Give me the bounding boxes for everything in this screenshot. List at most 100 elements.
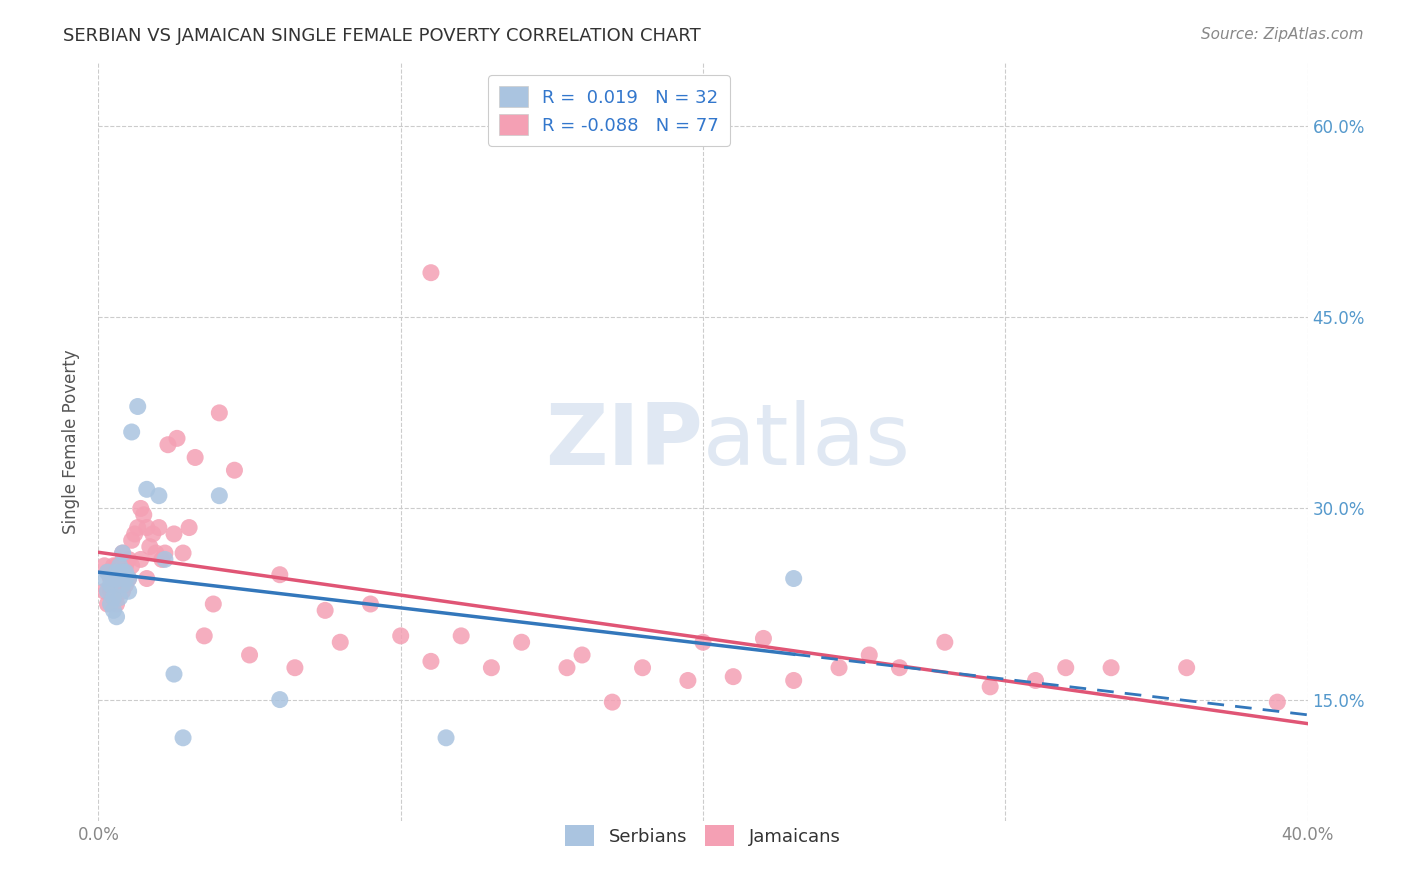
Point bbox=[481, 661, 503, 675]
Point bbox=[631, 661, 654, 675]
Point bbox=[105, 558, 128, 573]
Point bbox=[979, 680, 1001, 694]
Point bbox=[172, 731, 194, 745]
Point bbox=[360, 597, 382, 611]
Text: Source: ZipAtlas.com: Source: ZipAtlas.com bbox=[1201, 27, 1364, 42]
Point bbox=[96, 597, 118, 611]
Point bbox=[103, 572, 125, 586]
Point bbox=[269, 692, 291, 706]
Y-axis label: Single Female Poverty: Single Female Poverty bbox=[62, 350, 80, 533]
Point bbox=[108, 578, 131, 592]
Point bbox=[555, 661, 578, 675]
Point bbox=[676, 673, 699, 688]
Point bbox=[111, 584, 134, 599]
Text: atlas: atlas bbox=[703, 400, 911, 483]
Point bbox=[692, 635, 714, 649]
Point bbox=[132, 508, 155, 522]
Point bbox=[142, 527, 165, 541]
Point bbox=[828, 661, 851, 675]
Point bbox=[103, 603, 125, 617]
Point bbox=[127, 520, 149, 534]
Point bbox=[105, 572, 128, 586]
Point bbox=[153, 552, 176, 566]
Point bbox=[96, 565, 118, 579]
Point bbox=[111, 565, 134, 579]
Point bbox=[420, 266, 443, 280]
Point bbox=[752, 632, 775, 646]
Point bbox=[389, 629, 412, 643]
Point bbox=[1267, 695, 1289, 709]
Point bbox=[118, 584, 141, 599]
Point bbox=[105, 609, 128, 624]
Point bbox=[121, 533, 143, 548]
Point bbox=[150, 552, 173, 566]
Text: ZIP: ZIP bbox=[546, 400, 703, 483]
Point bbox=[420, 654, 443, 668]
Text: SERBIAN VS JAMAICAN SINGLE FEMALE POVERTY CORRELATION CHART: SERBIAN VS JAMAICAN SINGLE FEMALE POVERT… bbox=[63, 27, 702, 45]
Point bbox=[124, 527, 146, 541]
Point bbox=[153, 546, 176, 560]
Point bbox=[105, 597, 128, 611]
Point bbox=[135, 520, 157, 534]
Point bbox=[100, 572, 122, 586]
Point bbox=[108, 572, 131, 586]
Point bbox=[602, 695, 624, 709]
Point bbox=[100, 578, 122, 592]
Point bbox=[239, 648, 262, 662]
Point bbox=[208, 489, 231, 503]
Point bbox=[202, 597, 225, 611]
Point bbox=[163, 527, 186, 541]
Point bbox=[148, 520, 170, 534]
Point bbox=[103, 591, 125, 605]
Point bbox=[96, 565, 118, 579]
Point bbox=[111, 546, 134, 560]
Point bbox=[111, 565, 134, 579]
Point bbox=[1099, 661, 1122, 675]
Point bbox=[166, 431, 188, 445]
Point bbox=[284, 661, 307, 675]
Point bbox=[1024, 673, 1046, 688]
Point bbox=[329, 635, 352, 649]
Point bbox=[783, 673, 806, 688]
Point bbox=[172, 546, 194, 560]
Point bbox=[723, 670, 745, 684]
Point bbox=[148, 489, 170, 503]
Point bbox=[1054, 661, 1077, 675]
Point bbox=[889, 661, 911, 675]
Point bbox=[105, 578, 128, 592]
Point bbox=[108, 558, 131, 573]
Point bbox=[100, 597, 122, 611]
Point bbox=[139, 540, 162, 554]
Point bbox=[118, 572, 141, 586]
Point bbox=[184, 450, 207, 465]
Point bbox=[103, 572, 125, 586]
Point bbox=[129, 552, 152, 566]
Point bbox=[156, 438, 179, 452]
Point bbox=[111, 578, 134, 592]
Point bbox=[135, 483, 157, 497]
Point bbox=[858, 648, 880, 662]
Point bbox=[121, 425, 143, 439]
Point bbox=[114, 578, 136, 592]
Point bbox=[103, 591, 125, 605]
Point bbox=[934, 635, 956, 649]
Point bbox=[114, 565, 136, 579]
Point bbox=[127, 400, 149, 414]
Point bbox=[114, 572, 136, 586]
Point bbox=[108, 591, 131, 605]
Point bbox=[100, 584, 122, 599]
Point bbox=[108, 558, 131, 573]
Point bbox=[129, 501, 152, 516]
Point bbox=[571, 648, 593, 662]
Point bbox=[118, 552, 141, 566]
Point bbox=[163, 667, 186, 681]
Point bbox=[783, 572, 806, 586]
Point bbox=[103, 558, 125, 573]
Legend: Serbians, Jamaicans: Serbians, Jamaicans bbox=[558, 818, 848, 854]
Point bbox=[111, 546, 134, 560]
Point bbox=[96, 584, 118, 599]
Point bbox=[450, 629, 472, 643]
Point bbox=[145, 546, 167, 560]
Point bbox=[118, 572, 141, 586]
Point bbox=[510, 635, 533, 649]
